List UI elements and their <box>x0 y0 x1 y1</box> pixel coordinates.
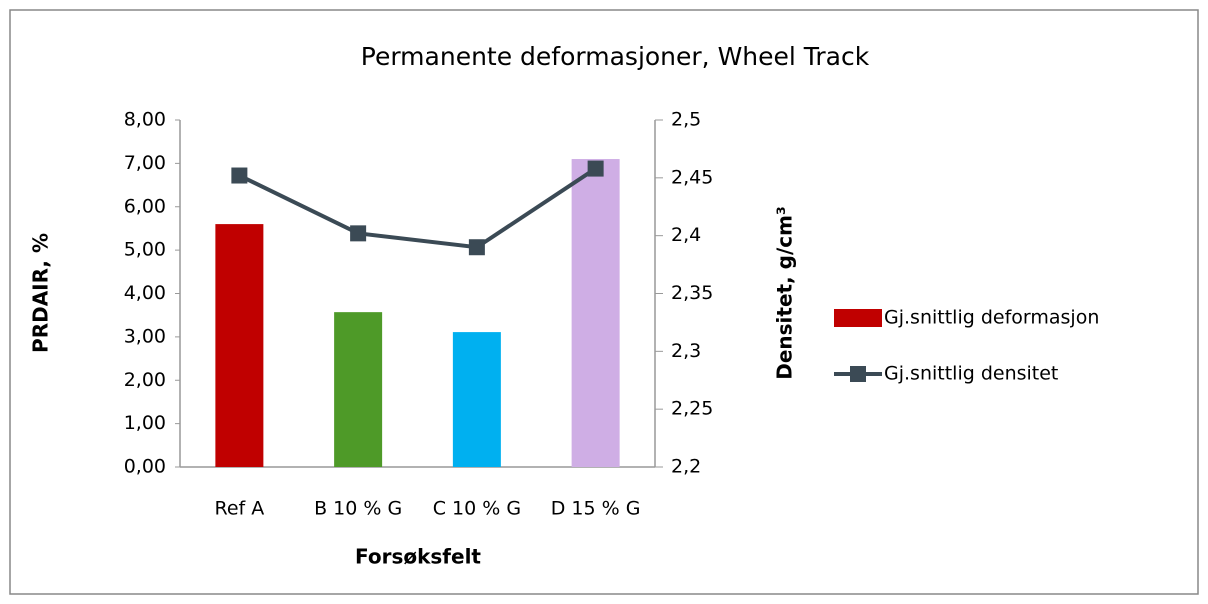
legend-swatch <box>834 309 882 327</box>
y2-tick-label: 2,3 <box>671 340 701 362</box>
legend-label: Gj.snittlig deformasjon <box>884 307 1099 329</box>
marker <box>350 225 367 242</box>
marker <box>587 160 604 177</box>
line <box>238 166 597 250</box>
y-tick-label: 1,00 <box>124 412 166 434</box>
x-tick-label: C 10 % G <box>433 498 521 520</box>
y-tick-label: 6,00 <box>124 195 166 217</box>
x-tick-label: Ref A <box>214 498 264 520</box>
x-tick-label: D 15 % G <box>551 498 641 520</box>
y-tick-label: 3,00 <box>124 325 166 347</box>
y2-tick-label: 2,4 <box>671 224 701 246</box>
legend-label: Gj.snittlig densitet <box>884 363 1058 385</box>
bar <box>215 224 264 467</box>
legend-marker <box>850 366 866 382</box>
x-axis-title: Forsøksfelt <box>355 545 481 569</box>
y-tick-label: 5,00 <box>124 239 166 261</box>
y-tick-label: 7,00 <box>124 152 166 174</box>
y-tick-label: 2,00 <box>124 369 166 391</box>
y2-tick-label: 2,25 <box>671 398 713 420</box>
bar <box>452 332 501 467</box>
y2-tick-label: 2,45 <box>671 166 713 188</box>
y2-tick-label: 2,2 <box>671 456 701 478</box>
y-axis-title: PRDAIR, % <box>29 233 53 353</box>
chart-title: Permanente deformasjoner, Wheel Track <box>361 42 870 71</box>
y2-tick-label: 2,5 <box>671 109 701 131</box>
bar <box>334 312 383 467</box>
bar <box>571 159 620 467</box>
marker <box>468 239 485 256</box>
y2-tick-label: 2,35 <box>671 282 713 304</box>
y-tick-label: 0,00 <box>124 456 166 478</box>
y2-axis-title: Densitet, g/cm³ <box>773 206 797 380</box>
x-tick-label: B 10 % G <box>314 498 402 520</box>
marker <box>231 167 248 184</box>
y-tick-label: 8,00 <box>124 109 166 131</box>
y-tick-label: 4,00 <box>124 282 166 304</box>
